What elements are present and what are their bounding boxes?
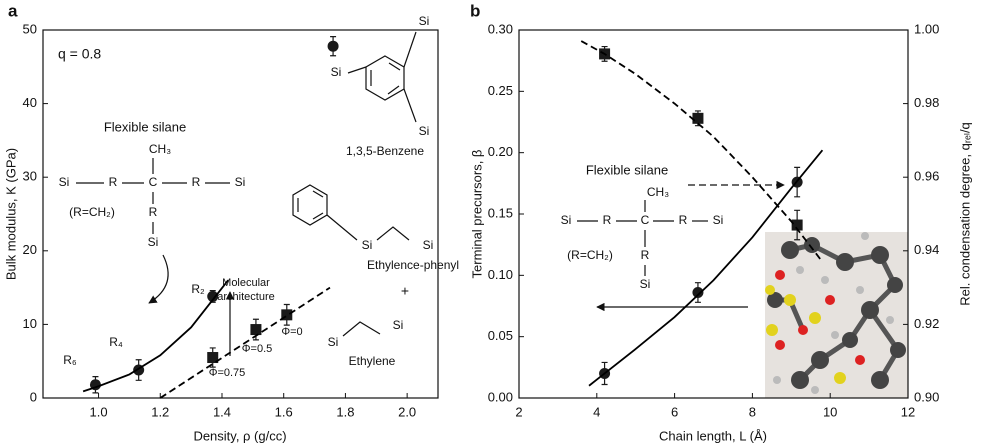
- annotation: R: [679, 213, 688, 227]
- square-marker: [250, 324, 261, 335]
- annotation: Si: [561, 213, 572, 227]
- x-tick-label: 1.4: [213, 404, 231, 419]
- x-tick-label: 2: [515, 404, 522, 419]
- y-tick-label: 50: [23, 21, 37, 36]
- annotation: +: [401, 283, 409, 299]
- annotation: R: [192, 175, 201, 189]
- annotation: architecture: [217, 291, 274, 303]
- annotation: (R=CH₂): [69, 205, 115, 219]
- circle-marker: [328, 41, 339, 52]
- panel-label: a: [8, 1, 18, 20]
- y2-tick-label: 0.98: [914, 95, 939, 110]
- annotation: R₄: [109, 335, 123, 349]
- x-tick-label: 2.0: [398, 404, 416, 419]
- annotation: Si: [419, 14, 430, 28]
- annotation: C: [641, 213, 650, 227]
- annotation: R₆: [63, 353, 77, 367]
- y-tick-label: 0.20: [488, 144, 513, 159]
- annotation: Si: [331, 65, 342, 79]
- annotation: R: [109, 175, 118, 189]
- y-tick-label: 0.15: [488, 205, 513, 220]
- y-tick-label: 0.00: [488, 389, 513, 404]
- y2-tick-label: 1.00: [914, 21, 939, 36]
- y-tick-label: 0.10: [488, 267, 513, 282]
- panel-label: b: [470, 1, 480, 20]
- axis-arrow: [597, 185, 784, 307]
- fit-line: [581, 41, 822, 262]
- x-tick-label: 12: [901, 404, 915, 419]
- x-tick-label: 1.6: [275, 404, 293, 419]
- x-tick-label: 4: [593, 404, 600, 419]
- annotation: Si: [640, 277, 651, 291]
- annotation: Si: [362, 238, 373, 252]
- y2-tick-label: 0.92: [914, 316, 939, 331]
- x-tick-label: 1.8: [336, 404, 354, 419]
- inset-image: [765, 232, 908, 398]
- annotation: Flexible silane: [104, 119, 186, 134]
- annotation: Ethylene: [349, 354, 396, 368]
- y-tick-label: 40: [23, 95, 37, 110]
- y-tick-label: 30: [23, 169, 37, 184]
- annotation: Φ=0: [281, 326, 302, 338]
- figure: a 1.0 1.2 1.4 1.6 1.8 2.0 0 10 20 30 40 50 Density, ρ…: [0, 0, 981, 447]
- y2-tick-label: 0.90: [914, 389, 939, 404]
- annotation: C: [149, 175, 158, 189]
- annotation: Si: [235, 175, 246, 189]
- y-tick-label: 10: [23, 316, 37, 331]
- annotation: R: [603, 213, 612, 227]
- annotation: Si: [59, 175, 70, 189]
- annotation: (R=CH₂): [567, 248, 613, 262]
- y-axis-label: Terminal precursors, β: [469, 150, 484, 279]
- x-axis-label: Density, ρ (g/cc): [193, 428, 286, 443]
- structure-drawing: [76, 32, 416, 356]
- fit-line: [83, 280, 228, 391]
- x-tick-label: 10: [823, 404, 837, 419]
- y-axis-label: Bulk modulus, K (GPa): [3, 148, 18, 280]
- square-marker: [692, 113, 703, 124]
- y-tick-label: 0.25: [488, 83, 513, 98]
- y2-tick-label: 0.94: [914, 242, 939, 257]
- annotation: Si: [328, 335, 339, 349]
- y-tick-label: 20: [23, 242, 37, 257]
- annotation: R: [149, 205, 158, 219]
- annotation: Si: [423, 238, 434, 252]
- y-tick-label: 0.30: [488, 21, 513, 36]
- annotation: Si: [148, 235, 159, 249]
- x-tick-label: 6: [671, 404, 678, 419]
- y2-axis-label: Rel. condensation degree, qᵣₑₗ/q: [957, 122, 972, 306]
- annotation: Molecular: [222, 277, 270, 289]
- x-tick-label: 1.0: [90, 404, 108, 419]
- x-tick-label: 8: [749, 404, 756, 419]
- y-tick-label: 0: [30, 389, 37, 404]
- annotation: Si: [713, 213, 724, 227]
- y-tick-label: 0.05: [488, 328, 513, 343]
- annotation: CH₃: [149, 142, 171, 156]
- annotation: R: [641, 248, 650, 262]
- y2-tick-label: 0.96: [914, 169, 939, 184]
- annotation: Ethylence-phenyl: [367, 258, 459, 272]
- annotation: 1,3,5-Benzene: [346, 144, 424, 158]
- annotation: R₂: [191, 282, 205, 296]
- annotation: q = 0.8: [58, 46, 101, 62]
- annotation: Flexible silane: [586, 162, 668, 177]
- annotation: Si: [419, 124, 430, 138]
- x-tick-label: 1.2: [151, 404, 169, 419]
- annotation: Φ=0.75: [209, 367, 246, 379]
- x-axis-label: Chain length, L (Å): [659, 428, 767, 443]
- annotation: CH₃: [647, 185, 669, 199]
- structure-drawing: [577, 200, 708, 276]
- annotation: Si: [393, 318, 404, 332]
- annotation: Φ=0.5: [242, 343, 273, 355]
